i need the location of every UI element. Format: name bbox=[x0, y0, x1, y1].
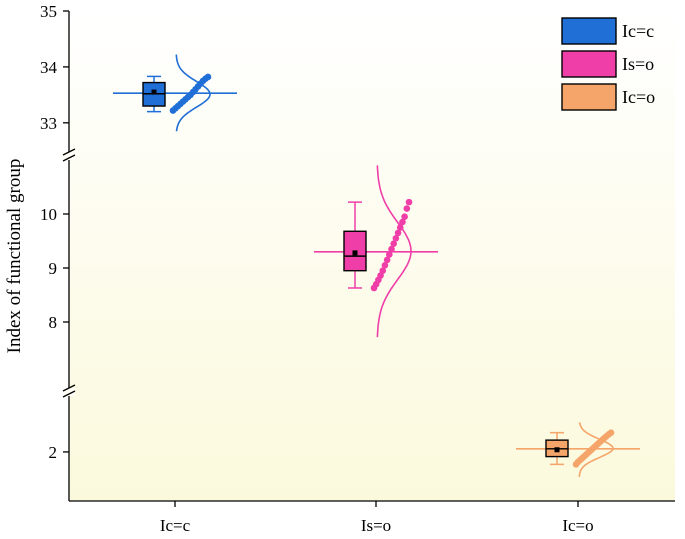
y-tick-label: 8 bbox=[49, 313, 58, 332]
mean-marker bbox=[554, 447, 560, 453]
data-point bbox=[388, 245, 395, 253]
distribution-curve bbox=[376, 165, 412, 338]
data-point bbox=[379, 267, 387, 275]
data-point bbox=[607, 429, 615, 436]
legend-swatch bbox=[561, 50, 617, 78]
x-tick-label: Ic=c bbox=[160, 516, 191, 535]
y-tick-label: 9 bbox=[49, 259, 58, 278]
axis-break-gap bbox=[63, 152, 75, 160]
legend-swatch bbox=[561, 83, 617, 111]
y-tick-label: 35 bbox=[40, 2, 57, 21]
y-tick-label: 10 bbox=[40, 205, 57, 224]
data-point bbox=[405, 198, 413, 206]
legend-swatch bbox=[561, 17, 617, 45]
data-point bbox=[392, 235, 400, 242]
legend-label: Ic=o bbox=[622, 87, 655, 107]
mean-marker bbox=[151, 89, 157, 95]
y-tick-label: 33 bbox=[40, 114, 57, 133]
data-point bbox=[386, 251, 393, 258]
data-point bbox=[381, 262, 389, 269]
series-2 bbox=[314, 165, 438, 338]
data-point bbox=[403, 205, 411, 212]
data-point bbox=[204, 73, 212, 81]
distribution-curve bbox=[175, 54, 211, 132]
y-tick-label: 2 bbox=[49, 443, 58, 462]
data-point bbox=[401, 213, 408, 220]
data-point bbox=[383, 256, 391, 264]
y-axis-label: Index of functional group bbox=[4, 159, 25, 354]
legend-label: Is=o bbox=[622, 54, 654, 74]
x-tick-label: Is=o bbox=[361, 516, 391, 535]
axis-break-mark bbox=[62, 384, 76, 392]
mean-marker bbox=[352, 250, 358, 256]
axis-break-gap bbox=[63, 388, 75, 396]
legend: Ic=c Is=o Ic=o bbox=[561, 17, 655, 111]
y-tick-label: 34 bbox=[40, 58, 58, 77]
axis-break-mark bbox=[62, 148, 76, 156]
x-tick-label: Ic=o bbox=[562, 516, 593, 535]
data-point bbox=[390, 240, 397, 247]
data-point bbox=[399, 218, 406, 226]
series-1 bbox=[113, 54, 237, 132]
series-3 bbox=[516, 422, 640, 477]
axis-break-mark bbox=[62, 390, 76, 398]
distribution-curve bbox=[578, 422, 614, 477]
data-point bbox=[394, 229, 402, 237]
axis-break-mark bbox=[62, 154, 76, 162]
legend-label: Ic=c bbox=[622, 21, 654, 41]
